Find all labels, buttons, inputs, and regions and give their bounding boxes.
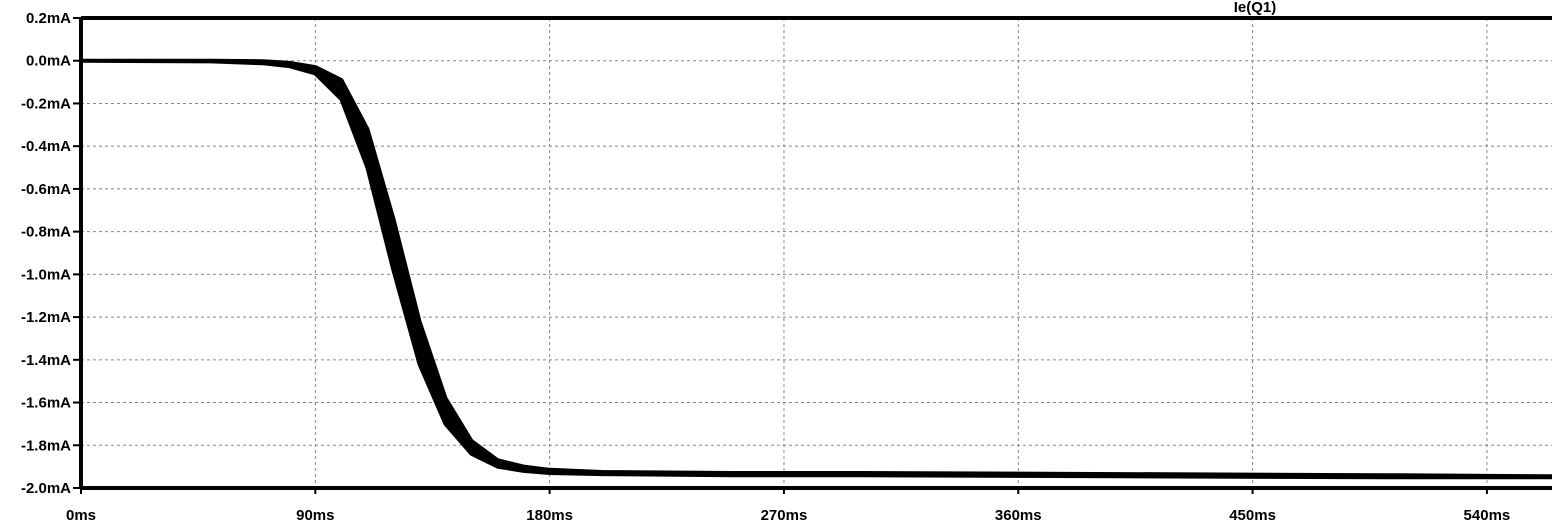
y-tick-label: -0.8mA — [21, 224, 71, 241]
x-tick-label: 0ms — [66, 507, 96, 524]
y-tick-label: -1.4mA — [21, 352, 71, 369]
y-tick-label: -0.4mA — [21, 138, 71, 155]
series-line-0 — [79, 58, 1552, 480]
legend-series-label: Ie(Q1) — [1234, 0, 1277, 16]
x-tick-label: 90ms — [296, 507, 334, 524]
x-tick-label: 450ms — [1229, 507, 1276, 524]
x-tick-label: 180ms — [526, 507, 573, 524]
y-tick-label: -1.0mA — [21, 266, 71, 283]
y-tick-label: 0.0mA — [26, 53, 71, 70]
x-axis: 0ms 90ms 180ms 270ms 360ms 450ms 540ms — [66, 488, 1510, 524]
x-tick-label: 360ms — [995, 507, 1042, 524]
x-tick-label: 540ms — [1464, 507, 1511, 524]
y-tick-label: 0.2mA — [26, 10, 71, 27]
y-tick-label: -0.6mA — [21, 181, 71, 198]
plot-frame — [79, 16, 1552, 490]
y-axis: 0.2mA 0.0mA -0.2mA -0.4mA -0.6mA -0.8mA -1.0mA… — [21, 10, 81, 497]
series-ie-q1-group — [79, 58, 1552, 480]
y-tick-label: -1.6mA — [21, 395, 71, 412]
y-tick-label: -2.0mA — [21, 480, 71, 497]
y-tick-label: -1.8mA — [21, 437, 71, 454]
y-tick-label: -0.2mA — [21, 95, 71, 112]
x-tick-label: 270ms — [761, 507, 808, 524]
y-tick-label: -1.2mA — [21, 309, 71, 326]
grid-lines — [81, 18, 1552, 488]
